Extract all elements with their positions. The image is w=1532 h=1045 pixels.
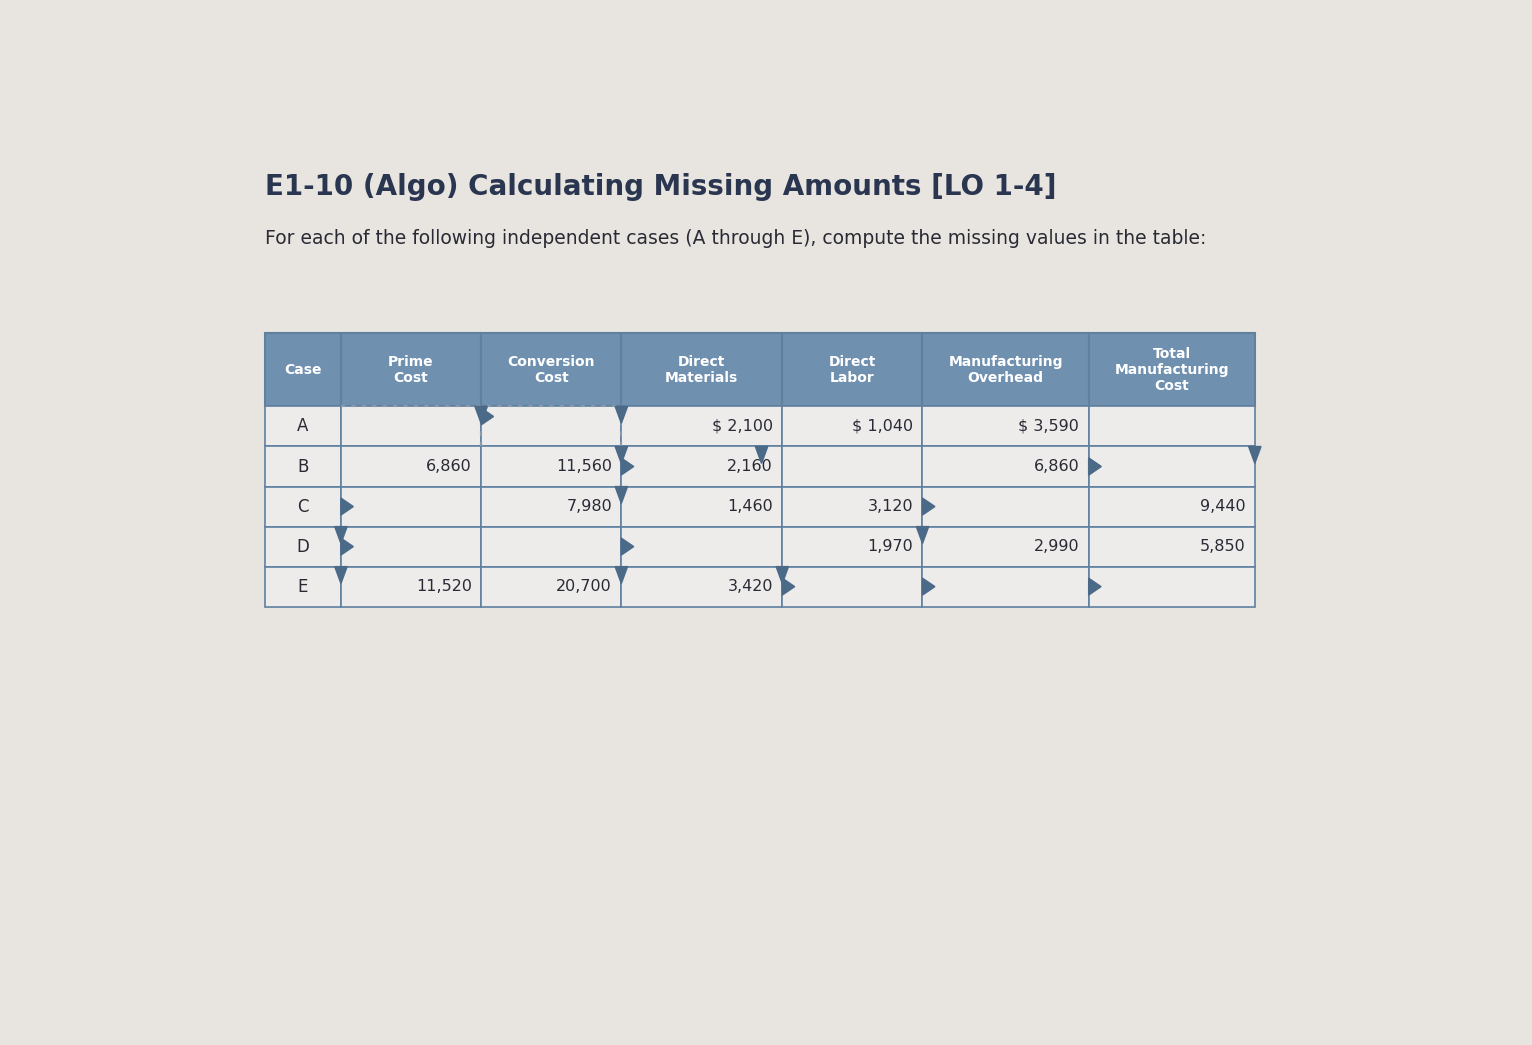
Text: 11,520: 11,520 [415, 579, 472, 595]
Text: $ 3,590: $ 3,590 [1019, 419, 1080, 434]
Polygon shape [1249, 446, 1261, 463]
Bar [622, 487, 783, 527]
Polygon shape [783, 578, 795, 595]
Bar [342, 487, 481, 527]
Text: 2,990: 2,990 [1034, 539, 1080, 554]
Text: B: B [297, 458, 309, 475]
Polygon shape [334, 566, 348, 583]
Polygon shape [777, 566, 789, 583]
Bar [1089, 527, 1255, 566]
Text: For each of the following independent cases (A through E), compute the missing v: For each of the following independent ca… [265, 229, 1207, 248]
Bar [622, 527, 783, 566]
Polygon shape [1089, 458, 1102, 475]
Text: 9,440: 9,440 [1200, 500, 1246, 514]
Bar [481, 333, 622, 407]
Text: Prime
Cost: Prime Cost [388, 354, 434, 385]
Text: Manufacturing
Overhead: Manufacturing Overhead [948, 354, 1063, 385]
Bar [1089, 487, 1255, 527]
Bar [783, 527, 922, 566]
Polygon shape [916, 527, 928, 543]
Bar [481, 487, 622, 527]
Bar [1089, 566, 1255, 607]
Bar [265, 487, 342, 527]
Bar [783, 446, 922, 487]
Bar [622, 446, 783, 487]
Bar [1089, 333, 1255, 407]
Bar [1089, 446, 1255, 487]
Text: E: E [297, 578, 308, 596]
Polygon shape [1089, 458, 1102, 475]
Polygon shape [622, 458, 634, 475]
Text: 6,860: 6,860 [1034, 459, 1080, 474]
Bar [922, 333, 1089, 407]
Bar [265, 446, 342, 487]
Bar [622, 333, 783, 407]
Polygon shape [1089, 578, 1102, 595]
Bar [265, 407, 342, 446]
Bar [342, 527, 481, 566]
Bar [342, 333, 481, 407]
Text: 3,120: 3,120 [867, 500, 913, 514]
Bar [481, 407, 622, 446]
Polygon shape [616, 446, 628, 463]
Text: Conversion
Cost: Conversion Cost [507, 354, 594, 385]
Text: $ 1,040: $ 1,040 [852, 419, 913, 434]
Bar [922, 487, 1089, 527]
Polygon shape [616, 407, 628, 423]
Bar [922, 566, 1089, 607]
Bar [1089, 407, 1255, 446]
Polygon shape [616, 487, 628, 504]
Text: Case: Case [285, 363, 322, 377]
Bar [481, 527, 622, 566]
Text: $ 2,100: $ 2,100 [712, 419, 774, 434]
Text: 1,970: 1,970 [867, 539, 913, 554]
Text: D: D [297, 537, 309, 556]
Bar [922, 407, 1089, 446]
Polygon shape [922, 498, 935, 515]
Polygon shape [342, 538, 354, 555]
Bar [265, 333, 342, 407]
Bar [783, 566, 922, 607]
Bar [342, 407, 481, 446]
Bar [922, 446, 1089, 487]
Bar [342, 446, 481, 487]
Text: 5,850: 5,850 [1200, 539, 1246, 554]
Polygon shape [922, 578, 935, 595]
Bar [783, 487, 922, 527]
Bar [481, 566, 622, 607]
Polygon shape [616, 566, 628, 583]
Bar [265, 527, 342, 566]
Bar [783, 407, 922, 446]
Bar [265, 566, 342, 607]
Polygon shape [481, 408, 493, 425]
Text: 2,160: 2,160 [728, 459, 774, 474]
Text: 7,980: 7,980 [567, 500, 611, 514]
Text: A: A [297, 417, 309, 436]
Bar [783, 333, 922, 407]
Text: 1,460: 1,460 [728, 500, 774, 514]
Text: 11,560: 11,560 [556, 459, 611, 474]
Bar [622, 566, 783, 607]
Text: 20,700: 20,700 [556, 579, 611, 595]
Polygon shape [334, 527, 348, 543]
Text: Total
Manufacturing
Cost: Total Manufacturing Cost [1114, 347, 1229, 393]
Text: E1-10 (Algo) Calculating Missing Amounts [LO 1-4]: E1-10 (Algo) Calculating Missing Amounts… [265, 173, 1057, 201]
Polygon shape [755, 446, 768, 463]
Polygon shape [622, 538, 634, 555]
Text: Direct
Labor: Direct Labor [829, 354, 876, 385]
Bar [922, 527, 1089, 566]
Polygon shape [342, 498, 354, 515]
Bar [481, 446, 622, 487]
Polygon shape [475, 407, 487, 423]
Bar [342, 566, 481, 607]
Text: 3,420: 3,420 [728, 579, 774, 595]
Text: Direct
Materials: Direct Materials [665, 354, 738, 385]
Bar [622, 407, 783, 446]
Text: 6,860: 6,860 [426, 459, 472, 474]
Text: C: C [297, 497, 309, 515]
